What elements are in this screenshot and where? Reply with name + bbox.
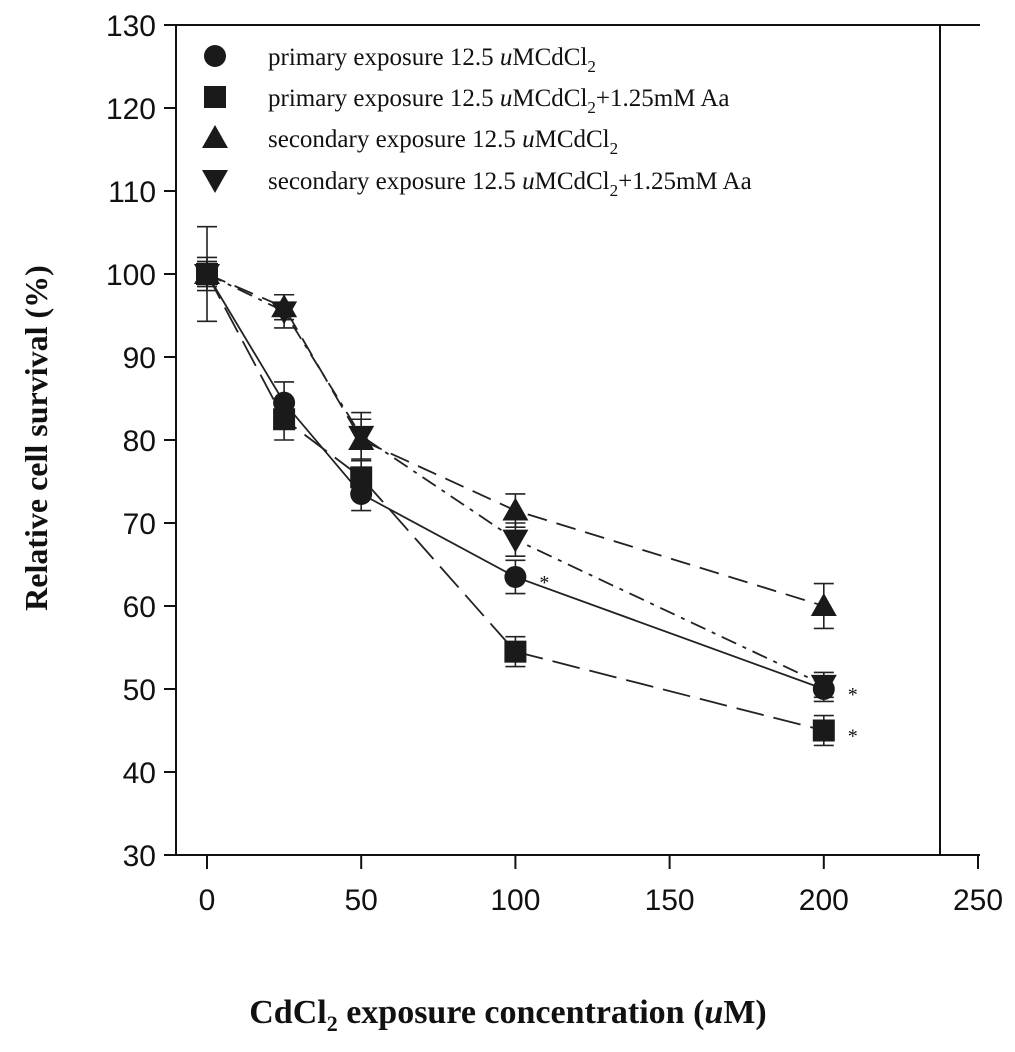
triangle-down-marker	[348, 425, 375, 449]
x-tick-label: 200	[799, 884, 849, 917]
y-tick-label: 110	[108, 176, 156, 209]
triangle-up-marker	[810, 593, 837, 616]
y-tick-label: 50	[123, 674, 156, 707]
triangle-up-marker	[502, 497, 529, 521]
circle-marker	[350, 482, 373, 505]
circle-marker	[273, 391, 296, 414]
square-marker	[350, 466, 373, 489]
y-axis: 30 40 50 60 70 80 90 100 110 120 130	[106, 10, 176, 873]
significance-asterisk: *	[848, 726, 858, 748]
y-tick-label: 60	[123, 591, 156, 624]
circle-marker	[504, 565, 527, 588]
x-tick-label: 0	[199, 884, 216, 917]
square-marker	[204, 86, 226, 108]
y-tick-label: 120	[106, 93, 156, 126]
x-tick-label: 250	[953, 884, 1003, 917]
legend-label-1: primary exposure 12.5 uMCdCl2	[268, 44, 596, 76]
significance-asterisk: *	[848, 684, 858, 706]
square-marker	[273, 408, 296, 431]
annotations: * * *	[539, 572, 857, 748]
y-tick-label: 70	[123, 508, 156, 541]
y-tick-label: 130	[106, 10, 156, 43]
legend-label-3: secondary exposure 12.5 uMCdCl2	[268, 126, 618, 158]
legend-label-2: primary exposure 12.5 uMCdCl2+1.25mM Aa	[268, 85, 729, 117]
triangle-down-marker	[502, 529, 529, 553]
triangle-down-marker	[271, 301, 298, 325]
triangle-down-marker	[810, 674, 837, 698]
triangle-up-marker	[202, 125, 228, 148]
y-tick-label: 30	[123, 840, 156, 873]
y-tick-label: 40	[123, 757, 156, 790]
legend-label-4: secondary exposure 12.5 uMCdCl2+1.25mM A…	[268, 168, 752, 200]
triangle-down-marker	[202, 170, 228, 193]
y-tick-label: 100	[106, 259, 156, 292]
series-line-3	[206, 273, 825, 607]
x-axis: 0 50 100 150 200 250	[199, 855, 1003, 917]
y-tick-label: 90	[123, 342, 156, 375]
x-tick-label: 150	[645, 884, 695, 917]
square-marker	[504, 640, 527, 663]
y-tick-label: 80	[123, 425, 156, 458]
x-axis-title: CdCl2 exposure concentration (uM)	[249, 994, 767, 1036]
significance-asterisk: *	[539, 572, 549, 594]
legend: primary exposure 12.5 uMCdCl2 primary exp…	[202, 44, 752, 200]
y-axis-title: Relative cell survival (%)	[18, 265, 54, 611]
circle-marker	[204, 45, 226, 67]
series-line-4	[206, 273, 825, 686]
square-marker	[812, 719, 835, 742]
data-points	[194, 261, 837, 742]
x-tick-label: 50	[345, 884, 378, 917]
x-tick-label: 100	[490, 884, 540, 917]
triangle-down-marker	[194, 264, 220, 287]
